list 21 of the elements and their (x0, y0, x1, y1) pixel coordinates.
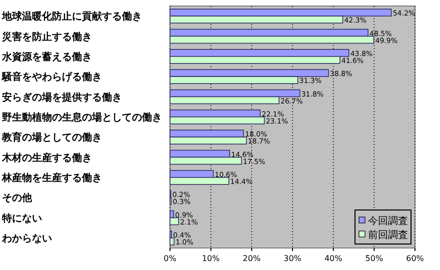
x-tick-label: 20% (242, 254, 261, 263)
y-tick-label: 地球温暖化防止に貢献する働き (1, 10, 142, 23)
x-tick-label: 50% (365, 254, 384, 263)
legend-label: 前回調査 (368, 229, 408, 241)
y-tick-label: 災害を防止する働き (1, 30, 92, 43)
y-tick-label: 安らぎの場を提供する働き (2, 91, 122, 104)
y-tick-label: 野生動植物の生息の場としての働き (2, 111, 162, 124)
x-tick-label: 10% (202, 254, 220, 263)
y-tick-label: 水資源を蓄える働き (1, 50, 92, 63)
y-tick-label: わからない (1, 233, 52, 244)
y-tick-label: 騒音をやわらげる働き (1, 71, 102, 84)
legend-label: 今回調査 (368, 215, 408, 227)
y-tick-label: 特にない (1, 212, 42, 224)
x-tick-label: 40% (324, 254, 343, 263)
x-tick-label: 30% (284, 254, 302, 263)
y-tick-label: その他 (2, 192, 33, 204)
x-tick-label: 0% (164, 254, 177, 263)
x-tick-label: 60% (406, 254, 424, 263)
y-tick-label: 教育の場としての働き (1, 132, 102, 144)
y-tick-label: 林産物を生産する働き (1, 172, 102, 184)
y-tick-label: 木材の生産する働き (1, 152, 92, 164)
